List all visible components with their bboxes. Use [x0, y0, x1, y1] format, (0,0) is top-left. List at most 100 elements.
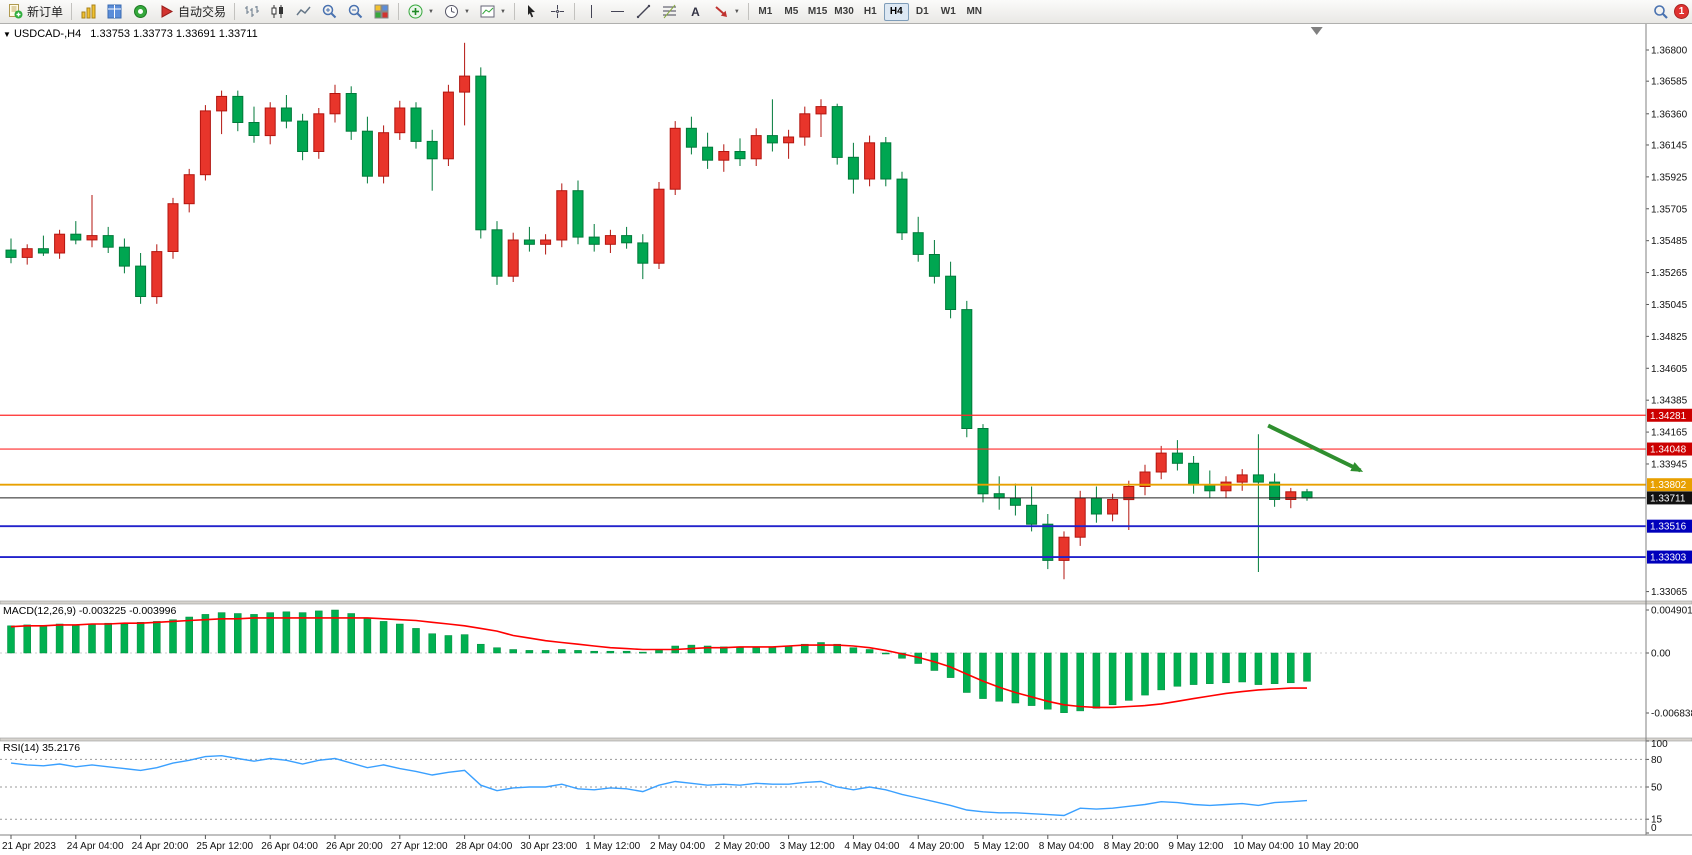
text-button[interactable]: A	[683, 2, 708, 22]
auto-trading-icon	[158, 3, 175, 20]
candle	[21, 248, 33, 258]
price-badge-label: 1.33516	[1650, 522, 1687, 533]
candle	[5, 249, 17, 258]
zoom-in-button[interactable]	[317, 2, 342, 22]
new-order-label: 新订单	[27, 5, 64, 19]
time-axis-label: 30 Apr 23:00	[520, 841, 577, 852]
timeframe-m5-button[interactable]: M5	[784, 6, 799, 17]
trendline-button[interactable]	[631, 2, 656, 22]
cursor-button[interactable]	[519, 2, 544, 22]
horizontal-line-icon	[609, 3, 626, 20]
candle	[1285, 491, 1297, 500]
time-axis-label: 24 Apr 20:00	[132, 841, 189, 852]
time-axis-label: 9 May 12:00	[1168, 841, 1223, 852]
chart-shift-marker[interactable]	[1310, 27, 1323, 35]
vertical-line-button[interactable]	[579, 2, 604, 22]
toolbar-separator	[747, 3, 749, 20]
time-axis-label: 25 Apr 12:00	[196, 841, 253, 852]
splitter-macd-rsi[interactable]	[0, 737, 1692, 742]
support-line-1-price-badge	[1647, 519, 1692, 533]
candlestick-series	[5, 42, 1313, 580]
candle	[86, 235, 98, 241]
timeframe-h4-button[interactable]: H4	[883, 2, 909, 21]
candle	[102, 235, 114, 248]
price-axis-label: 1.36145	[1651, 140, 1688, 151]
vertical-line-icon	[583, 3, 600, 20]
new-order-icon	[7, 3, 24, 20]
candle	[313, 113, 325, 153]
timeframe-m30-button[interactable]: M30	[834, 6, 854, 17]
time-axis-label: 3 May 12:00	[780, 841, 835, 852]
line-chart-mode-button[interactable]	[291, 2, 316, 22]
time-axis-label: 4 May 20:00	[909, 841, 964, 852]
trendline-icon	[635, 3, 652, 20]
price-axis-label: 1.34165	[1651, 428, 1688, 439]
toolbar-separator	[513, 3, 515, 20]
time-axis-label: 2 May 04:00	[650, 841, 705, 852]
bar-chart-mode-button[interactable]	[239, 2, 264, 22]
one-click-trading-toggle-icon[interactable]: ▼	[3, 30, 11, 39]
rsi-axis-label: 0	[1651, 823, 1657, 834]
candle	[912, 232, 924, 255]
rsi-line	[10, 754, 1308, 817]
candle	[1171, 452, 1183, 464]
rsi-indicator-label: RSI(14) 35.2176	[3, 742, 81, 754]
crosshair-button[interactable]	[545, 2, 570, 22]
timeframe-h1-button[interactable]: H1	[863, 6, 877, 17]
timeframe-m15-button[interactable]: M15	[807, 6, 828, 17]
splitter-main-macd[interactable]	[0, 600, 1692, 605]
candle	[167, 203, 179, 252]
price-axis-label: 1.35485	[1651, 236, 1688, 247]
time-axis-label: 28 Apr 04:00	[456, 841, 513, 852]
macd-signal-line	[10, 617, 1307, 709]
price-axis-label: 1.35045	[1651, 300, 1688, 311]
candle	[1155, 452, 1167, 473]
candle	[507, 239, 519, 277]
macd-axis-label: -0.006838	[1651, 708, 1692, 719]
templates-button[interactable]: ▼	[475, 2, 510, 22]
notification-badge[interactable]: 1	[1674, 4, 1689, 19]
tile-windows-button[interactable]	[369, 2, 394, 22]
search-button[interactable]	[1648, 2, 1673, 22]
fibonacci-button[interactable]	[657, 2, 682, 22]
market-watch-icon	[106, 3, 123, 20]
trend-arrow-annotation[interactable]	[1267, 423, 1364, 473]
candle	[1139, 471, 1151, 487]
auto-trading-label: 自动交易	[178, 5, 227, 19]
candle	[702, 146, 714, 161]
svg-text:A: A	[691, 5, 700, 19]
timeframe-w1-button[interactable]: W1	[940, 6, 956, 17]
price-axis-label: 1.36585	[1651, 77, 1688, 88]
rsi-axis-label: 50	[1651, 783, 1663, 794]
new-order-button[interactable]: 新订单	[3, 2, 67, 22]
horizontal-line-button[interactable]	[605, 2, 630, 22]
price-badge-label: 1.33711	[1650, 493, 1686, 504]
candle	[491, 229, 503, 277]
arrow-tools-button[interactable]: ▼	[709, 2, 744, 22]
rsi-axis-label: 80	[1651, 755, 1663, 766]
candle	[864, 142, 876, 180]
zoom-in-icon	[321, 3, 338, 20]
periods-button[interactable]: ▼	[439, 2, 474, 22]
timeframe-d1-button[interactable]: D1	[915, 6, 929, 17]
candle	[410, 107, 422, 142]
candle	[1269, 481, 1281, 501]
market-watch-button[interactable]	[102, 2, 127, 22]
timeframe-mn-button[interactable]: MN	[966, 6, 983, 17]
charts-button[interactable]	[76, 2, 101, 22]
price-axis-label: 1.36360	[1651, 109, 1688, 120]
auto-trading-button[interactable]: 自动交易	[154, 2, 230, 22]
chevron-down-icon: ▼	[733, 8, 740, 15]
indicators-button[interactable]: ▼	[403, 2, 438, 22]
timeframe-m1-button[interactable]: M1	[758, 6, 773, 17]
zoom-out-button[interactable]	[343, 2, 368, 22]
candle	[815, 106, 827, 115]
candlestick-mode-button[interactable]	[265, 2, 290, 22]
candle	[669, 127, 681, 190]
strategy-tester-button[interactable]	[128, 2, 153, 22]
time-axis-label: 5 May 12:00	[974, 841, 1029, 852]
candle	[475, 75, 487, 231]
fibonacci-icon	[661, 3, 678, 20]
toolbar-separator	[71, 3, 73, 20]
